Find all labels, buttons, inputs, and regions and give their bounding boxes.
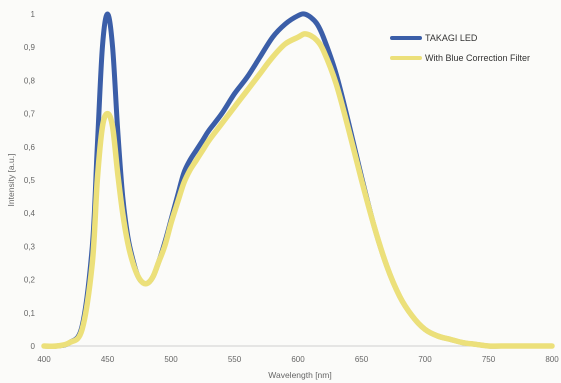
legend-label-takagi-led: TAKAGI LED: [425, 33, 478, 43]
x-axis-title: Wavelength [nm]: [268, 370, 331, 380]
y-tick-label: 0,2: [24, 276, 36, 285]
y-tick-label: 0,5: [24, 176, 36, 185]
x-tick-label: 500: [164, 355, 178, 364]
x-axis-ticks: 400 450 500 550 600 650 700 750 800: [37, 355, 559, 364]
x-tick-label: 800: [545, 355, 559, 364]
x-tick-label: 400: [37, 355, 51, 364]
y-axis-title: Intensity [a.u.]: [6, 154, 16, 207]
series-line-blue-correction-filter: [41, 31, 555, 350]
legend: TAKAGI LED With Blue Correction Filter: [390, 33, 530, 63]
y-tick-label: 1: [31, 10, 36, 19]
x-tick-label: 450: [101, 355, 115, 364]
legend-label-blue-correction-filter: With Blue Correction Filter: [425, 53, 530, 63]
y-tick-label: 0: [31, 342, 36, 351]
y-tick-label: 0,8: [24, 76, 36, 85]
y-tick-label: 0,9: [24, 43, 36, 52]
series-layer: [41, 11, 555, 350]
y-tick-label: 0,7: [24, 110, 36, 119]
x-tick-label: 600: [291, 355, 305, 364]
y-tick-label: 0,6: [24, 143, 36, 152]
y-tick-label: 0,3: [24, 242, 36, 251]
x-tick-label: 700: [418, 355, 432, 364]
y-tick-label: 0,4: [24, 209, 36, 218]
x-tick-label: 750: [482, 355, 496, 364]
x-tick-label: 650: [355, 355, 369, 364]
y-tick-label: 0,1: [24, 309, 36, 318]
y-axis-ticks: 0 0,1 0,2 0,3 0,4 0,5 0,6 0,7 0,8 0,9 1: [24, 10, 36, 351]
x-tick-label: 550: [228, 355, 242, 364]
